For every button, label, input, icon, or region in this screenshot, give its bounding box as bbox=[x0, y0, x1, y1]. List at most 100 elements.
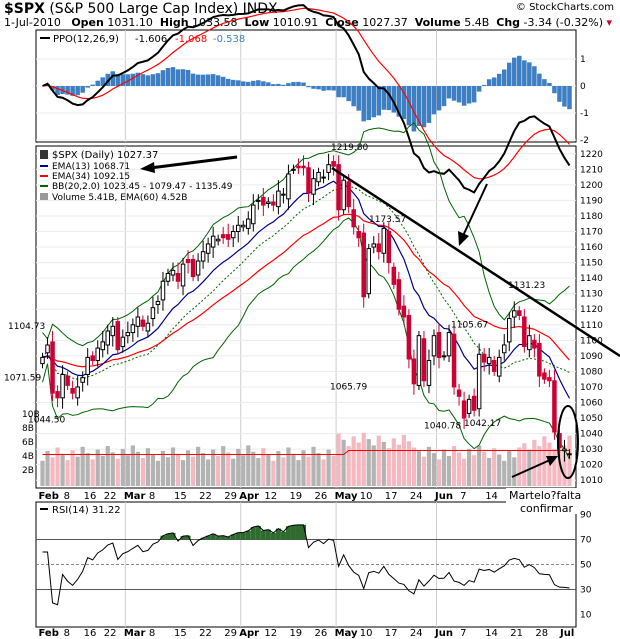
date-tick-label: 12 bbox=[264, 628, 277, 639]
volume-tick-label: 6B bbox=[22, 438, 34, 448]
arrowhead-icon bbox=[458, 231, 469, 246]
ppo-tick-label: -2 bbox=[580, 136, 589, 146]
volume-bar bbox=[426, 446, 432, 486]
rsi-overbought-fill bbox=[265, 529, 271, 540]
volume-bar bbox=[241, 455, 246, 486]
bollinger-upper bbox=[42, 122, 570, 347]
volume-bar bbox=[467, 448, 472, 486]
date-tick-label: 22 bbox=[104, 628, 117, 639]
volume-bar bbox=[135, 451, 140, 486]
candle-body bbox=[537, 342, 542, 377]
candle-body bbox=[85, 356, 90, 376]
rsi-tick-label: 70 bbox=[580, 536, 592, 546]
volume-bar bbox=[532, 439, 537, 486]
volume-bar bbox=[150, 454, 156, 486]
volume-bar bbox=[60, 453, 65, 486]
volume-bar bbox=[517, 447, 522, 486]
rsi-overbought-fill bbox=[245, 530, 251, 540]
bollinger-middle bbox=[42, 185, 570, 380]
volume-bar bbox=[371, 445, 376, 486]
price-label: 1105.67 bbox=[451, 321, 488, 331]
candle-body bbox=[522, 316, 527, 348]
volume-bar bbox=[246, 445, 251, 486]
ppo-histogram-bar bbox=[512, 57, 517, 86]
volume-bar bbox=[160, 451, 166, 486]
volume-bar bbox=[527, 449, 532, 486]
chart-title: $SPX (S&P 500 Large Cap Index) INDX bbox=[4, 1, 278, 17]
rsi-tick-label: 90 bbox=[580, 511, 592, 521]
close-label: Close bbox=[325, 16, 359, 29]
rsi-tick-label: 50 bbox=[580, 561, 592, 571]
candle-body bbox=[235, 224, 241, 232]
date-tick-label: May bbox=[335, 491, 358, 502]
price-tick-label: 1220 bbox=[580, 150, 603, 160]
price-tick-label: 1120 bbox=[580, 305, 603, 315]
candle-body bbox=[291, 168, 296, 171]
volume-bar bbox=[306, 456, 311, 486]
volume-bar bbox=[331, 455, 336, 486]
volume-bar bbox=[311, 446, 316, 486]
candle-body bbox=[230, 231, 236, 239]
rsi-overbought-fill bbox=[215, 536, 221, 540]
date-tick-label: Apr bbox=[239, 491, 259, 502]
price-tick-label: 1130 bbox=[580, 290, 603, 300]
candle-body bbox=[45, 344, 50, 354]
candle-body bbox=[476, 353, 482, 410]
ppo-tick-label: -1 bbox=[580, 109, 589, 119]
candle-body bbox=[547, 377, 552, 382]
volume-bar bbox=[431, 453, 437, 486]
ppo-histogram-bar bbox=[130, 73, 136, 86]
volume-bar bbox=[165, 457, 171, 486]
price-tick-label: 1190 bbox=[580, 196, 603, 206]
ppo-histogram-bar bbox=[266, 82, 271, 86]
candle-body bbox=[105, 330, 111, 346]
date-tick-label: May bbox=[335, 628, 358, 639]
rsi-overbought-fill bbox=[160, 535, 166, 540]
volume-bar bbox=[256, 458, 261, 486]
index-name: (S&P 500 Large Cap Index) INDX bbox=[49, 1, 278, 17]
rsi-overbought-fill bbox=[200, 537, 206, 540]
date-tick-label: 29 bbox=[224, 628, 237, 639]
high-label: High bbox=[159, 16, 189, 29]
ppo-histogram-bar bbox=[331, 86, 336, 91]
price-tick-label: 1100 bbox=[580, 336, 603, 346]
candle-body bbox=[466, 398, 472, 414]
candle-body bbox=[65, 375, 70, 386]
legend-pointer-arrow bbox=[149, 155, 238, 170]
volume-bar bbox=[336, 433, 341, 486]
price-tick-label: 1070 bbox=[580, 383, 603, 393]
volume-bar bbox=[125, 455, 130, 486]
volume-bar bbox=[537, 446, 542, 486]
date-tick-label: 10 bbox=[360, 628, 373, 639]
candle-body bbox=[40, 356, 45, 365]
candle-body bbox=[436, 332, 442, 358]
date-tick-label: Mar bbox=[124, 628, 146, 639]
quote-line: 1-Jul-2010 Open 1031.10 High 1033.58 Low… bbox=[4, 16, 612, 29]
volume-bar bbox=[361, 432, 366, 486]
volume-bar bbox=[542, 436, 547, 486]
volume-bar bbox=[487, 458, 492, 486]
volume-bar bbox=[206, 459, 211, 486]
candle-body bbox=[486, 356, 492, 365]
ppo-histogram-bar bbox=[160, 70, 166, 86]
candle-body bbox=[316, 171, 321, 183]
volume-bar bbox=[251, 451, 256, 486]
candle-body bbox=[501, 344, 507, 354]
ppo-histogram-bar bbox=[441, 86, 447, 107]
volume-bar bbox=[507, 451, 512, 486]
candle-body bbox=[190, 258, 196, 278]
date-tick-label: 7 bbox=[460, 491, 466, 502]
rsi-overbought-fill bbox=[300, 524, 306, 540]
candle-body bbox=[301, 165, 306, 169]
ppo-value: -1.606 bbox=[135, 34, 167, 45]
price-tick-label: 1060 bbox=[580, 399, 603, 409]
volume-bar bbox=[316, 453, 321, 486]
volume-bar bbox=[155, 460, 161, 486]
ppo-histogram-bar bbox=[95, 80, 100, 86]
candle-body bbox=[200, 251, 206, 262]
date-tick-label: 22 bbox=[104, 491, 117, 502]
ppo-histogram-bar bbox=[321, 86, 326, 91]
ppo-histogram-bar bbox=[296, 81, 301, 86]
volume-bar bbox=[401, 434, 406, 486]
ppo-histogram-bar bbox=[421, 86, 427, 128]
